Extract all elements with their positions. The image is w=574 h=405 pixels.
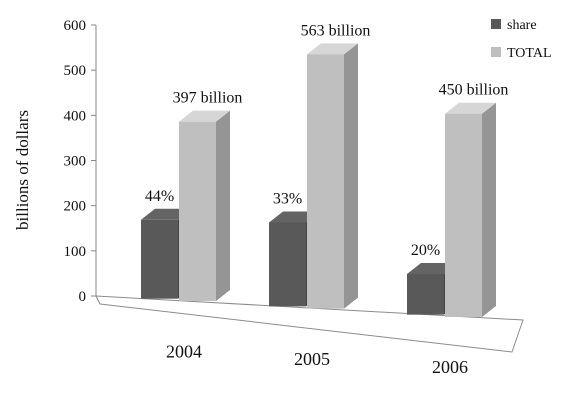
axes-layer: 0 100 200 300 400 500 600	[64, 18, 524, 353]
bar-total-2005	[307, 43, 358, 309]
data-label-total-2006: 450 billion	[439, 82, 509, 99]
labels-layer: 44% 397 billion 2004 33% 563 billion 2005 20% 4…	[145, 22, 509, 377]
y-tick-label: 500	[64, 63, 87, 79]
bar-share-2004-front	[141, 219, 178, 299]
legend-swatch-total	[491, 47, 501, 57]
y-tick-label: 0	[79, 289, 87, 305]
legend-swatch-share	[491, 19, 501, 29]
x-tick-label: 2005	[294, 349, 330, 369]
data-label-share-2006: 20%	[411, 242, 440, 259]
bar-total-2004	[179, 110, 230, 301]
data-label-share-2004: 44%	[145, 188, 174, 205]
y-axis-title: billions of dollars	[13, 110, 32, 230]
y-tick-label: 200	[64, 199, 87, 215]
bar-total-2005-side	[344, 43, 358, 309]
x-tick-label: 2004	[166, 341, 202, 361]
bar-total-2004-side	[216, 110, 230, 301]
data-label-total-2004: 397 billion	[173, 90, 243, 107]
legend-label-share: share	[507, 18, 537, 33]
bar-total-2004-front	[179, 121, 216, 301]
bar-total-2006-side	[482, 102, 496, 317]
legend: share TOTAL	[491, 18, 552, 61]
x-tick-label: 2006	[432, 357, 468, 377]
legend-label-total: TOTAL	[507, 46, 552, 61]
floor-plane	[95, 295, 524, 353]
y-tick-label: 300	[64, 154, 87, 170]
bar-total-2005-top	[307, 43, 358, 55]
bar-total-2006-front	[445, 113, 482, 317]
y-tick-label: 400	[64, 108, 87, 124]
bars-layer	[141, 43, 496, 317]
data-label-share-2005: 33%	[273, 190, 302, 207]
bar-share-2006-front	[407, 274, 444, 315]
bar-total-2005-front	[307, 54, 344, 309]
data-label-total-2005: 563 billion	[301, 22, 371, 39]
bar-total-2004-top	[179, 110, 230, 122]
y-tick-label: 600	[64, 18, 87, 34]
bar-total-2006-top	[445, 102, 496, 114]
bar-total-2006	[445, 102, 496, 317]
bar-share-2005-front	[269, 222, 306, 307]
y-tick-label: 100	[64, 244, 87, 260]
